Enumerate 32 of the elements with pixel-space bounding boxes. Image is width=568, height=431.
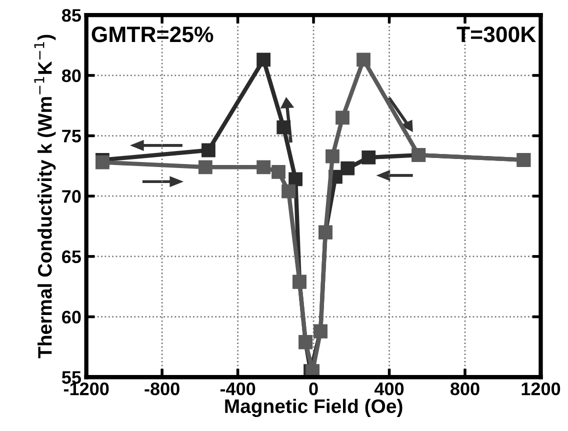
point [336, 110, 350, 125]
point [256, 160, 270, 174]
point [326, 149, 340, 164]
y-tick-label: 70 [62, 190, 81, 203]
x-tick-label: 400 [374, 382, 404, 396]
y-tick-label: 75 [62, 130, 81, 142]
point [202, 143, 216, 158]
point [356, 52, 370, 67]
y-tick-label: 85 [62, 9, 81, 22]
point [288, 172, 302, 186]
point [256, 52, 270, 67]
y-tick-label: 60 [62, 310, 81, 324]
annotation: GMTR=25% [92, 26, 214, 42]
y-tick-label: 80 [62, 69, 81, 82]
point [282, 184, 296, 198]
x-tick-label: 0 [309, 382, 318, 396]
x-tick-label: -800 [144, 382, 180, 396]
y-tick-label: 55 [62, 371, 81, 384]
point [340, 161, 355, 176]
point [276, 120, 291, 134]
point [362, 150, 376, 164]
y-axis-title: Thermal Conductivity k (Wm$^{−1}$K$^{−1}$) [34, 34, 56, 358]
x-tick-label: 800 [450, 382, 480, 396]
x-axis-title: Magnetic Field (Oe) [225, 398, 402, 418]
point [272, 165, 286, 179]
x-tick-label: -1200 [64, 382, 109, 396]
point [95, 155, 110, 170]
point [198, 160, 212, 174]
x-tick-label: 1200 [522, 382, 560, 396]
y-tick-label: 65 [62, 250, 81, 264]
x-tick-label: -400 [220, 382, 256, 396]
annotation: T=300K [456, 26, 536, 42]
